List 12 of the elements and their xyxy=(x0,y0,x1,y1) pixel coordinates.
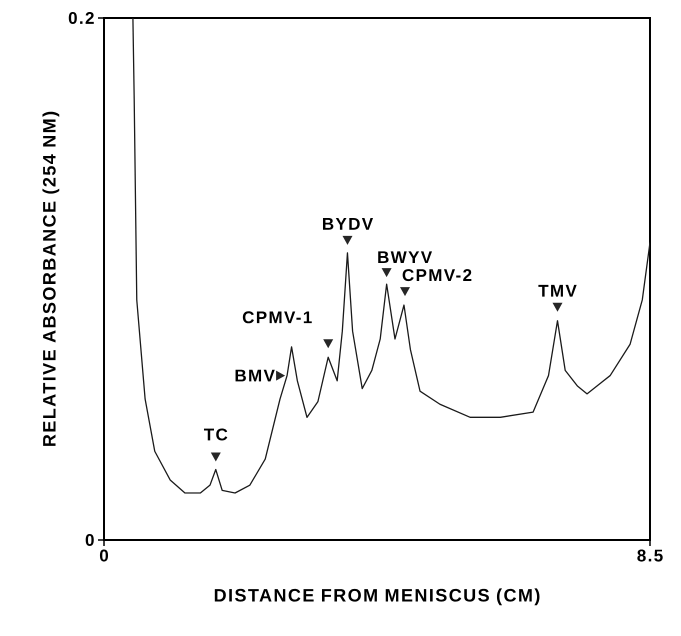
annotation: BWYV xyxy=(378,251,432,264)
annotation: CPMV-2 xyxy=(402,269,472,282)
annotation: TMV xyxy=(538,284,577,297)
line-series xyxy=(132,18,650,494)
x-axis-title: DISTANCE FROM MENISCUS (CM) xyxy=(214,588,540,606)
y-axis-title: RELATIVE ABSORBANCE (254 NM) xyxy=(42,112,60,446)
y-tick-label: 0.2 xyxy=(68,12,94,24)
annotation: BMV xyxy=(236,370,275,382)
annotation: TC xyxy=(204,428,228,441)
annotation: CPMV-1 xyxy=(242,311,312,324)
annotation: BYDV xyxy=(322,218,374,230)
x-tick-label: 8.5 xyxy=(637,550,663,562)
